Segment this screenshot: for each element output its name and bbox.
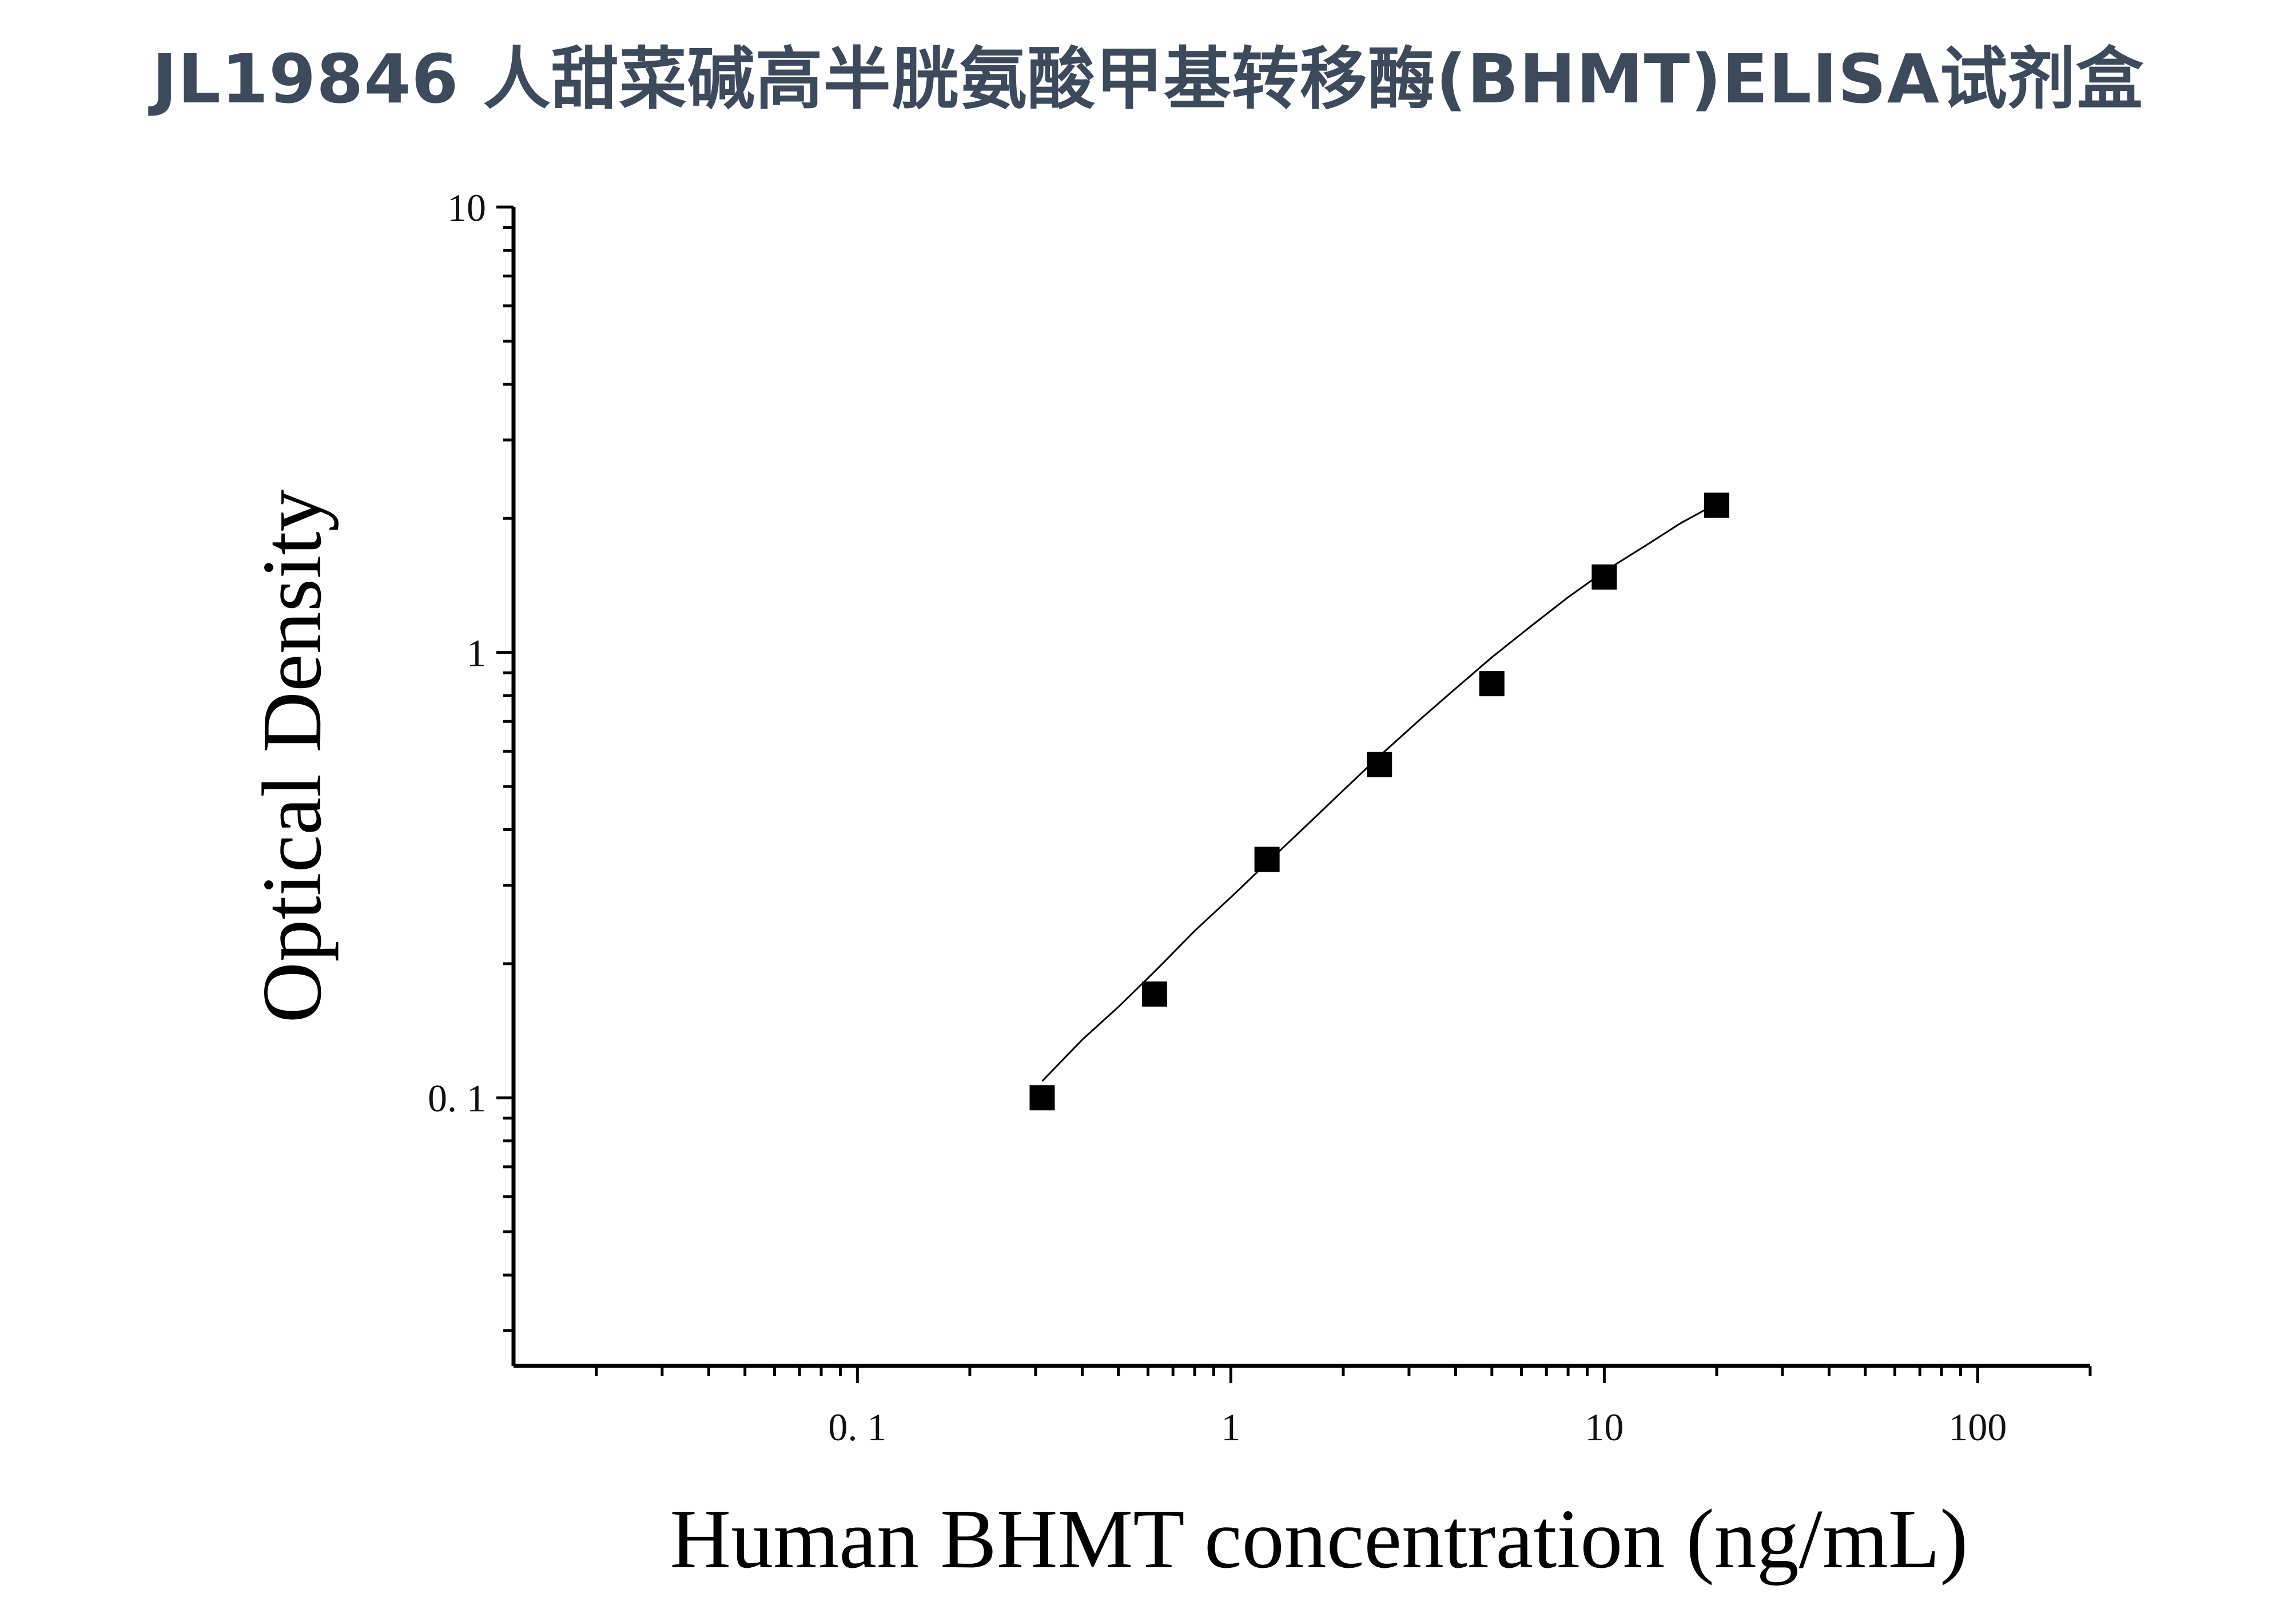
- data-point: [1029, 1085, 1055, 1111]
- y-axis-label: Optical Density: [245, 489, 339, 1023]
- x-tick-label: 10: [1585, 1405, 1623, 1449]
- x-tick-label: 0. 1: [828, 1405, 886, 1449]
- x-tick-label: 100: [1948, 1405, 2007, 1449]
- data-points-layer: [1029, 492, 1729, 1111]
- axes: [496, 205, 2092, 1383]
- data-point: [1254, 847, 1280, 872]
- data-point: [1704, 492, 1729, 518]
- x-tick-label: 1: [1221, 1405, 1240, 1449]
- data-point: [1367, 752, 1392, 777]
- data-point: [1142, 981, 1168, 1007]
- page-title: JL19846 人甜菜碱高半胱氨酸甲基转移酶(BHMT)ELISA试剂盒: [152, 39, 2144, 118]
- y-tick-label: 10: [447, 186, 486, 229]
- y-tick-label: 0. 1: [428, 1076, 486, 1120]
- x-axis-label: Human BHMT concentration (ng/mL): [670, 1492, 1968, 1586]
- y-tick-label: 1: [467, 631, 486, 675]
- data-point: [1479, 671, 1505, 697]
- data-point: [1591, 564, 1617, 590]
- axis-labels: 0. 1 1 10 0. 1 1 10 100 Human BHMT concentratio…: [245, 186, 2007, 1586]
